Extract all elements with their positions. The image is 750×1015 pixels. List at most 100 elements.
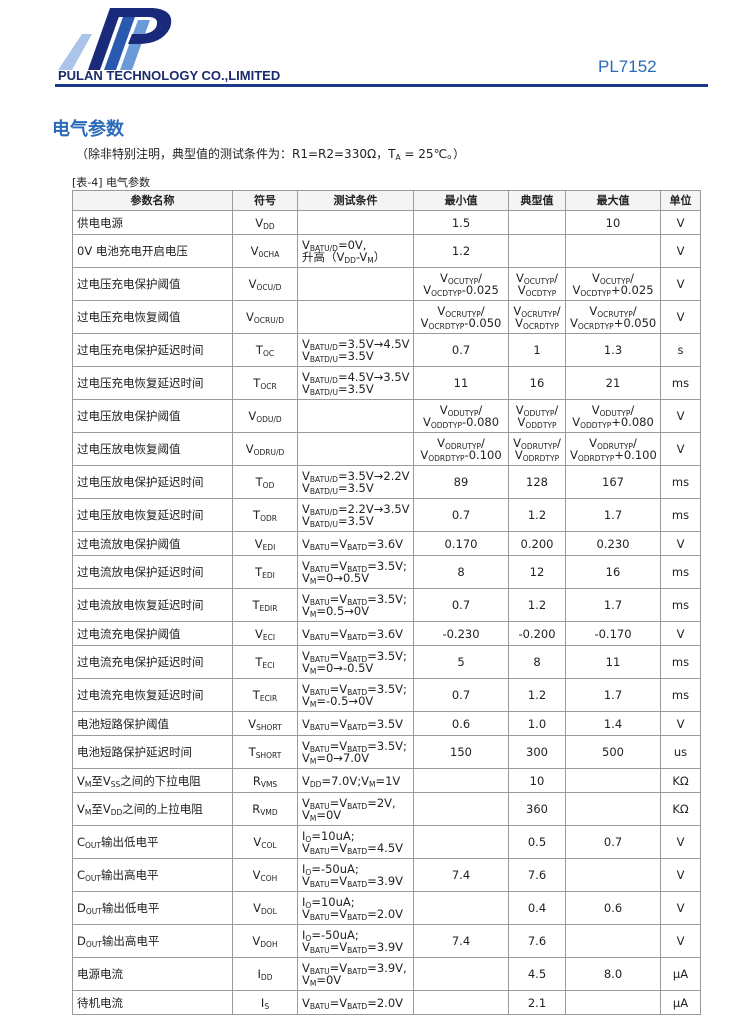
table-cell: 过电流放电保护延迟时间 — [72, 555, 233, 589]
cell-line: VOCDTYP-0.025 — [418, 283, 504, 297]
table-cell: VOCU/D — [232, 267, 298, 301]
table-cell: 1.4 — [565, 711, 661, 736]
text-run: 之间的下拉电阻 — [120, 773, 201, 788]
cell-line: VBATD/U=3.5V — [302, 482, 409, 495]
table-cell: 待机电流 — [72, 990, 233, 1015]
cell-line: VODRDTYP-0.100 — [418, 449, 504, 462]
subscript: BATU — [309, 847, 330, 856]
text-run: T — [253, 376, 261, 390]
text-run: =3.5V — [337, 382, 374, 396]
table-cell: VODUTYP/VODDTYP-0.080 — [413, 399, 509, 433]
subscript: ODRDTYP — [577, 454, 615, 463]
table-cell: us — [660, 735, 701, 769]
text-run: V — [591, 403, 600, 417]
table-cell: VODRU/D — [232, 432, 298, 466]
text-run: V — [589, 436, 597, 450]
table-cell: 过电压充电保护延迟时间 — [72, 333, 233, 367]
text-run: V — [302, 559, 310, 573]
cell-line: V0CHA — [237, 245, 293, 258]
text-run: I — [302, 829, 306, 843]
subscript: OC — [262, 349, 275, 358]
text-run: =3.5V; — [367, 559, 407, 573]
cell-line: VODRUTYP/ — [513, 437, 561, 450]
table-cell: VCOH — [232, 858, 298, 892]
table-body: 供电电源 VDD 1.5 10 V 0V 电池充电开启电压 V0CHA VBATU/D=0V,… — [72, 210, 701, 1015]
cell-line: TECIR — [237, 688, 293, 703]
text-run: =0V — [316, 808, 342, 822]
table-cell: VODUTYP/VODDTYP+0.080 — [565, 399, 661, 433]
subscript: OCUTYP — [447, 277, 479, 286]
table-cell — [297, 399, 414, 433]
text-run: / — [630, 271, 635, 285]
subscript: BATU — [309, 542, 330, 552]
table-row: 电池短路保护延迟时间 TSHORT VBATU=VBATD=3.5V; VM=0→7.… — [72, 735, 701, 769]
subscript: OD — [262, 481, 275, 490]
text-run: V — [437, 304, 446, 318]
subscript: SHORT — [256, 722, 282, 732]
text-run: V — [302, 973, 310, 987]
text-run: V — [515, 271, 524, 285]
table-cell: 过电流放电保护阈值 — [72, 531, 233, 556]
table-row: COUT输出高电平 VCOH IO=-50uA; VBATU=VBATD=3.9V 7.… — [72, 858, 701, 892]
text-run: T — [252, 688, 260, 702]
table-cell: 7.6 — [508, 924, 566, 958]
text-run: =0V, — [337, 238, 367, 252]
table-cell: 电池短路保护延迟时间 — [72, 735, 233, 769]
table-cell: V — [660, 825, 701, 859]
text-run: +0.050 — [613, 316, 657, 330]
cell-line: DOUT输出高电平 — [77, 934, 228, 948]
header-rule — [55, 84, 708, 87]
cell-line: VBATU=VBATD=3.6V — [302, 536, 409, 552]
text-run: I — [302, 928, 306, 942]
table-cell: ms — [660, 555, 701, 589]
table-row: 过电压放电恢复阈值 VODRU/D VODRUTYP/VODRDTYP-0.100 V… — [72, 432, 701, 466]
text-run: =V — [329, 682, 348, 696]
text-run: =V — [329, 841, 348, 855]
cell-line: VOCRUTYP/ — [513, 305, 561, 318]
subscript: ODUTYP — [523, 409, 555, 418]
table-cell — [565, 858, 661, 892]
table-cell: 360 — [508, 792, 566, 826]
table-cell — [413, 957, 509, 991]
table-cell: V — [660, 267, 701, 301]
table-cell: V — [660, 399, 701, 433]
text-run: =V — [329, 626, 348, 641]
text-run: +0.100 — [614, 448, 657, 462]
subscript: M — [84, 808, 92, 817]
table-cell: VOCRUTYP/VOCRDTYP+0.050 — [565, 300, 661, 334]
table-cell: VCOL — [232, 825, 298, 859]
table-cell: V — [660, 432, 701, 466]
text-run: R — [252, 773, 261, 788]
text-run: I — [302, 862, 306, 876]
text-run: V — [302, 940, 310, 954]
text-run: =V — [329, 536, 348, 551]
text-run: =3.5V→4.5V — [337, 337, 410, 351]
subscript: ECIR — [259, 694, 278, 703]
table-cell: RVMS — [232, 768, 298, 793]
cell-line: VOCRDTYP+0.050 — [570, 316, 657, 330]
table-row: 电池短路保护阈值 VSHORT VBATU=VBATD=3.5V 0.6 1.0 1.4 V — [72, 711, 701, 736]
cell-line: VODUTYP/ — [570, 403, 656, 417]
text-run: =2V, — [367, 796, 396, 810]
text-run: D — [77, 934, 86, 948]
cell-line: VBATU/D=3.5V→4.5V — [302, 337, 410, 351]
cell-line: VODRUTYP/ — [418, 437, 504, 450]
text-run: =V — [329, 559, 348, 573]
text-run: -0.080 — [461, 415, 500, 429]
text-run: V — [302, 349, 310, 363]
table-row: VM至VDD之间的上拉电阻 RVMD VBATU=VBATD=2V, VM=0V 360… — [72, 792, 701, 826]
subscript: ODDTYP — [525, 421, 557, 430]
subscript: M — [368, 779, 376, 789]
cell-line: VOCDTYP+0.025 — [570, 284, 656, 297]
text-run: V — [423, 283, 432, 297]
text-run: / — [554, 403, 559, 417]
text-run: ） — [373, 250, 386, 264]
table-cell: 128 — [508, 465, 566, 499]
table-cell: -0.170 — [565, 621, 661, 646]
subscript: DD — [263, 221, 275, 231]
table-cell: VBATU=VBATD=2V, VM=0V — [297, 792, 414, 826]
table-cell — [565, 990, 661, 1015]
cell-line: IO=10uA; — [302, 896, 409, 909]
text-run: =3.5V; — [367, 739, 407, 753]
table-row: 过电压充电恢复延迟时间 TOCR VBATU/D=4.5V→3.5V VBATD/U=… — [72, 366, 701, 400]
